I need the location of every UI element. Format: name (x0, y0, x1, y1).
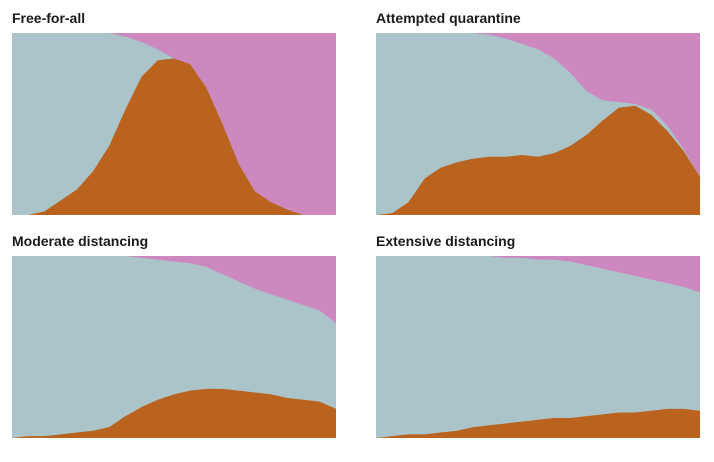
chart-title: Moderate distancing (12, 233, 149, 249)
plot-area (376, 33, 700, 215)
recovered-area (12, 33, 336, 215)
stacked-area-chart (376, 33, 700, 215)
plot-area (12, 256, 336, 438)
recovered-area (12, 256, 336, 324)
plot-area (376, 256, 700, 438)
recovered-area (376, 256, 700, 293)
sick-area (376, 105, 700, 215)
recovered-area (376, 33, 700, 177)
healthy-area (376, 256, 700, 438)
chart-title: Attempted quarantine (376, 10, 521, 26)
sick-area (12, 388, 336, 438)
sick-area (12, 58, 336, 215)
plot-area (12, 33, 336, 215)
sick-area (376, 408, 700, 438)
chart-title: Extensive distancing (376, 233, 516, 249)
stacked-area-chart (376, 256, 700, 438)
chart-title: Free-for-all (12, 10, 86, 26)
stacked-area-chart (12, 256, 336, 438)
stacked-area-chart (12, 33, 336, 215)
